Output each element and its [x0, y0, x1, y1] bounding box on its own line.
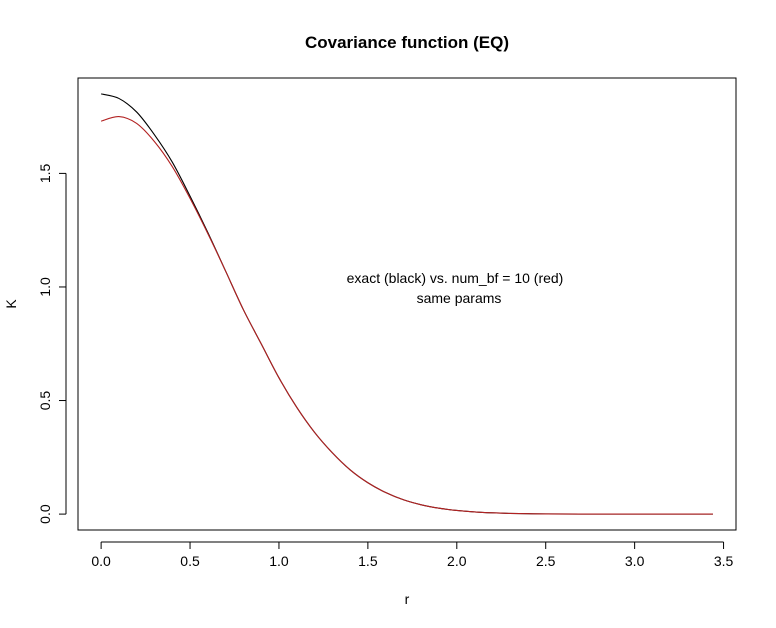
x-axis-label: r	[405, 591, 410, 607]
annotation-line-2: same params	[417, 290, 502, 306]
annotation-line-1: exact (black) vs. num_bf = 10 (red)	[347, 270, 564, 286]
y-tick-label: 1.0	[37, 277, 53, 297]
y-tick-label: 1.5	[37, 163, 53, 183]
x-tick-label: 3.5	[714, 553, 734, 569]
x-tick-label: 1.5	[358, 553, 378, 569]
y-tick-label: 0.5	[37, 391, 53, 411]
y-axis: 0.0 0.5 1.0 1.5	[37, 163, 67, 524]
x-tick-label: 1.0	[269, 553, 289, 569]
chart-title: Covariance function (EQ)	[305, 33, 509, 52]
y-axis-label: K	[3, 299, 19, 309]
x-tick-label: 2.0	[447, 553, 467, 569]
x-tick-label: 3.0	[625, 553, 645, 569]
x-tick-label: 2.5	[536, 553, 556, 569]
x-axis: 0.0 0.5 1.0 1.5 2.0 2.5 3.0 3.5	[91, 541, 734, 569]
series-line-approx	[100, 116, 713, 515]
plot-frame	[77, 77, 737, 531]
y-tick-label: 0.0	[37, 504, 53, 524]
series-layer	[100, 93, 713, 515]
x-tick-label: 0.0	[91, 553, 111, 569]
series-line-exact	[100, 93, 713, 515]
x-tick-label: 0.5	[180, 553, 200, 569]
